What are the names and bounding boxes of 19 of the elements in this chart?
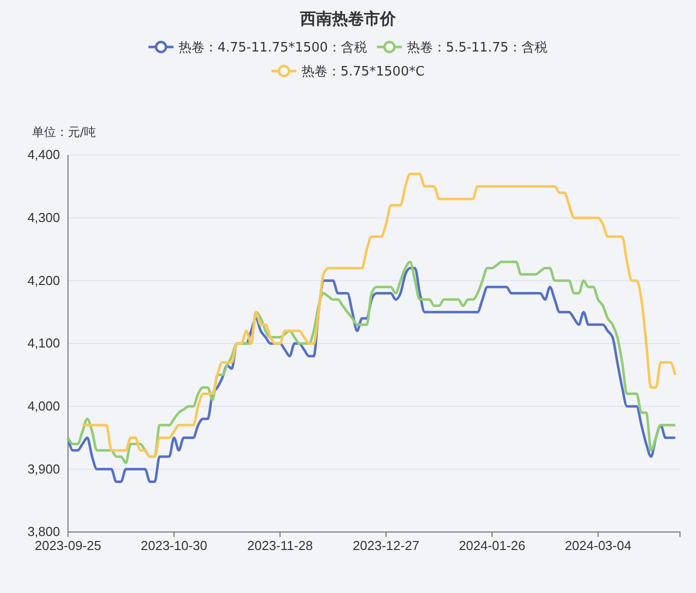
x-tick-label: 2023-09-25 — [34, 538, 102, 554]
x-tick-label: 2024-03-04 — [564, 538, 632, 554]
y-tick-label: 4,400 — [27, 147, 60, 162]
y-axis-title: 单位：元/吨 — [32, 125, 96, 139]
y-tick-label: 4,200 — [27, 272, 60, 288]
legend-label: 热卷：4.75-11.75*1500：含税 — [178, 40, 367, 56]
x-tick-label: 2023-10-30 — [140, 538, 208, 554]
y-tick-label: 4,000 — [27, 398, 60, 414]
x-tick-label: 2023-11-28 — [247, 538, 313, 554]
x-tick-label: 2024-01-26 — [458, 538, 526, 554]
legend-label: 热卷：5.5-11.75：含税 — [406, 40, 548, 56]
y-tick-label: 3,900 — [27, 461, 60, 476]
chart-title: 西南热卷市价 — [299, 9, 397, 28]
x-tick-label: 2023-12-27 — [352, 538, 420, 554]
y-tick-label: 3,800 — [27, 524, 60, 540]
y-tick-label: 4,300 — [27, 210, 60, 225]
line-series — [81, 172, 676, 458]
y-tick-label: 4,100 — [27, 336, 60, 351]
legend-label: 热卷：5.75*1500*C — [301, 64, 425, 80]
